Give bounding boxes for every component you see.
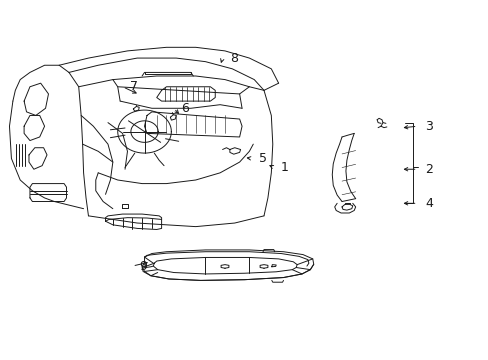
Text: 3: 3 bbox=[424, 120, 432, 133]
Text: 5: 5 bbox=[259, 152, 266, 165]
Text: 8: 8 bbox=[229, 51, 237, 64]
Text: 1: 1 bbox=[281, 161, 288, 174]
Text: 4: 4 bbox=[424, 197, 432, 210]
Text: 7: 7 bbox=[130, 80, 138, 93]
Text: 6: 6 bbox=[181, 102, 188, 115]
Text: 2: 2 bbox=[424, 163, 432, 176]
Text: 9: 9 bbox=[140, 260, 147, 273]
